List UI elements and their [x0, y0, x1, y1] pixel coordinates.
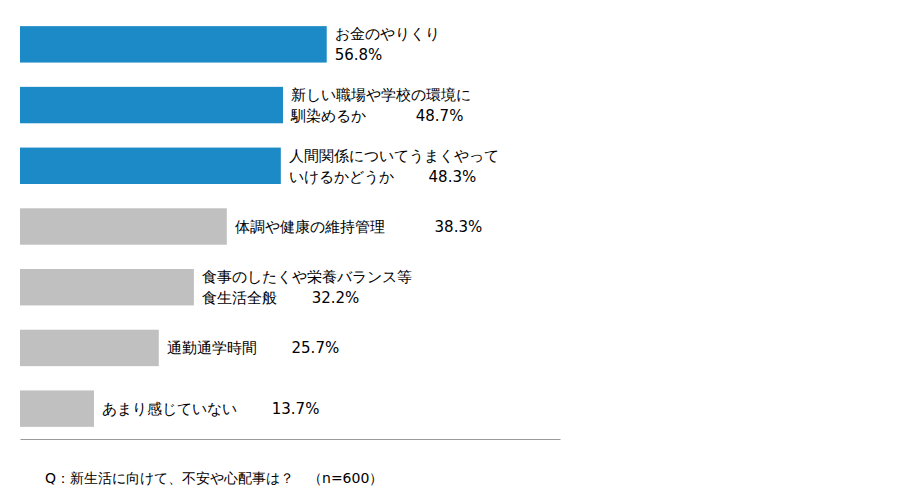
bar: [20, 269, 194, 305]
labels: お金のやりくり 56.8% 新しい職場や学校の環境に馴染めるか 48.7% 人間関係に…: [102, 25, 499, 418]
category-label: 新しい職場や学校の環境に馴染めるか 48.7%: [290, 86, 471, 125]
category-label: 体調や健康の維持管理 38.3%: [235, 218, 482, 236]
bar: [20, 148, 281, 184]
category-label-line: 馴染めるか 48.7%: [290, 107, 463, 125]
plot-area: お金のやりくり 56.8% 新しい職場や学校の環境に馴染めるか 48.7% 人間関係に…: [20, 25, 561, 439]
category-label-line: 人間関係についてうまくやって: [289, 147, 499, 165]
footnote: Q：新生活に向けて、不安や心配事は？ （n=600）: [45, 470, 383, 486]
category-label-line: 56.8%: [335, 46, 383, 64]
category-label-line: あまり感じていない 13.7%: [102, 400, 319, 418]
category-label-line: 食生活全般 32.2%: [202, 289, 359, 307]
category-label-line: 食事のしたくや栄養バランス等: [202, 268, 412, 286]
category-label-line: お金のやりくり: [335, 25, 440, 43]
category-label: 人間関係についてうまくやっていけるかどうか 48.3%: [289, 147, 499, 186]
bar: [20, 330, 159, 366]
category-label: 食事のしたくや栄養バランス等食生活全般 32.2%: [202, 268, 412, 307]
category-label-line: 通勤通学時間 25.7%: [167, 339, 339, 357]
axis-line: [21, 439, 561, 440]
bar: [20, 390, 94, 426]
bar: [20, 208, 227, 244]
bar: [20, 87, 283, 123]
category-label: お金のやりくり 56.8%: [335, 25, 440, 64]
category-label-line: いけるかどうか 48.3%: [289, 168, 476, 186]
category-label-line: 新しい職場や学校の環境に: [291, 86, 471, 104]
category-label: あまり感じていない 13.7%: [102, 400, 319, 418]
category-label: 通勤通学時間 25.7%: [167, 339, 339, 357]
bar: [20, 26, 327, 62]
category-label-line: 体調や健康の維持管理 38.3%: [235, 218, 482, 236]
chart: お金のやりくり 56.8% 新しい職場や学校の環境に馴染めるか 48.7% 人間関係に…: [0, 0, 903, 497]
x-axis: [21, 439, 561, 440]
